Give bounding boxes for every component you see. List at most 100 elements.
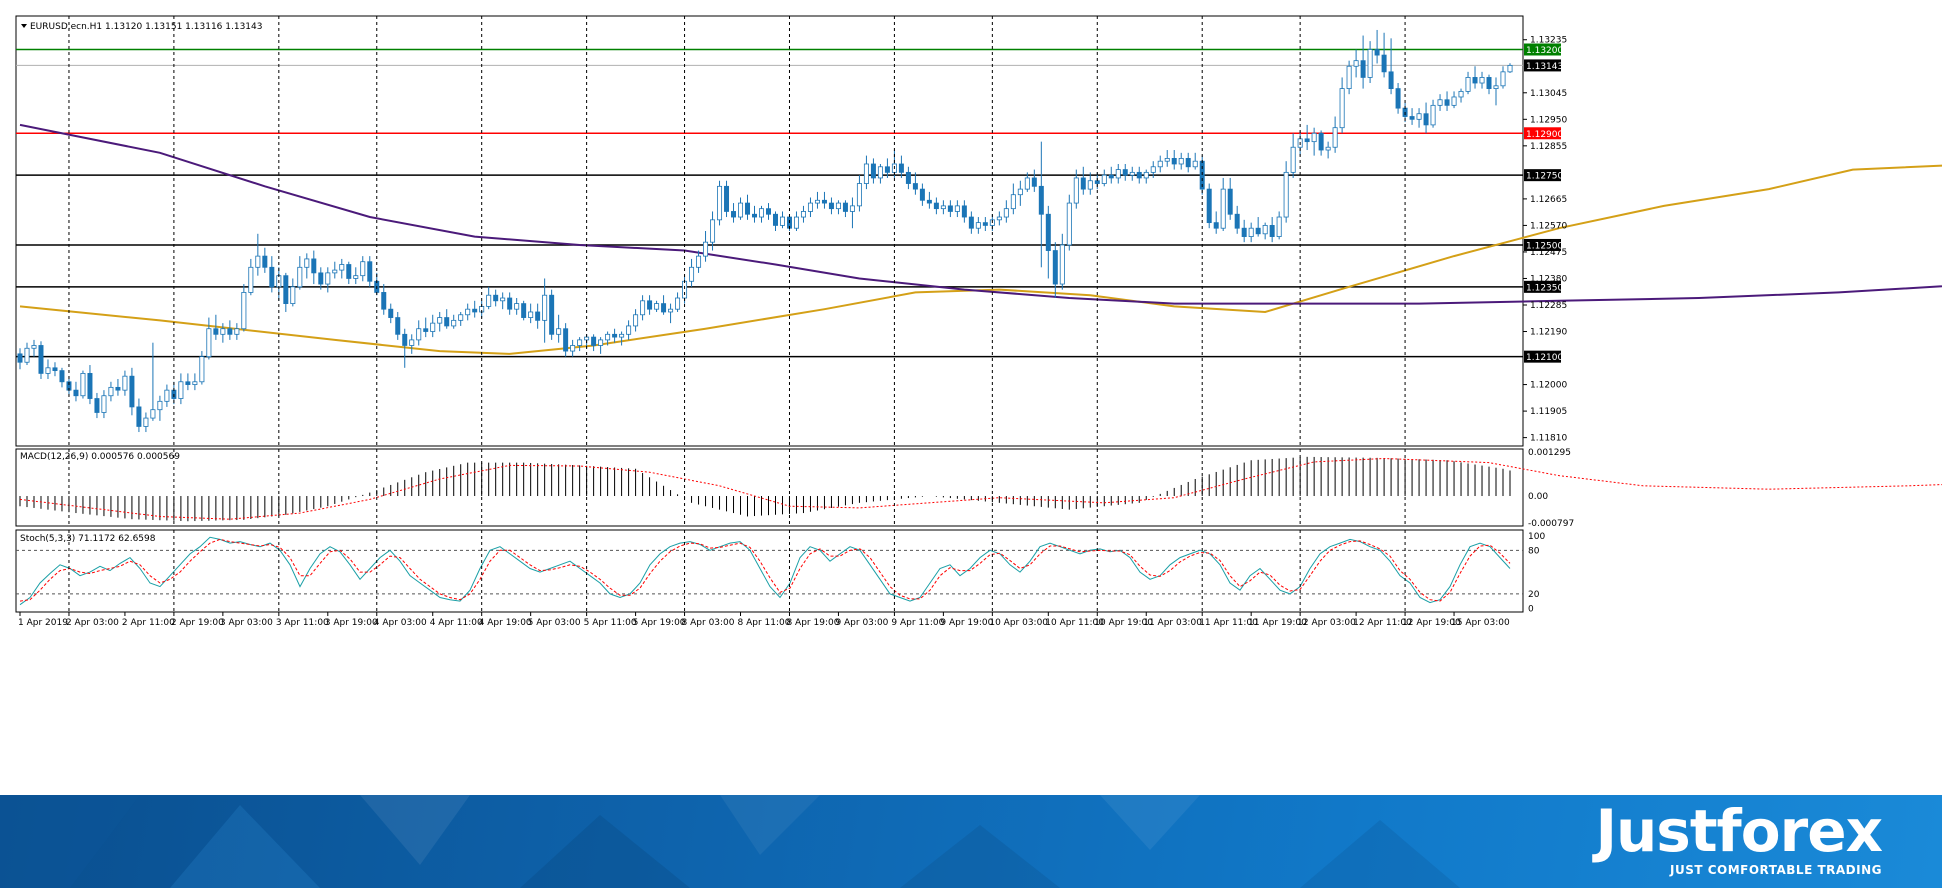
candle-body <box>1234 213 1240 229</box>
candle-body <box>318 272 324 285</box>
candle-body <box>933 202 939 210</box>
chart-background <box>0 0 1942 795</box>
candle-body <box>122 375 128 391</box>
time-axis-label: 8 Apr 03:00 <box>682 618 735 628</box>
brand-tagline: JUST COMFORTABLE TRADING <box>1669 863 1882 877</box>
time-axis-label: 4 Apr 11:00 <box>430 618 483 628</box>
candle-body <box>591 336 597 346</box>
price-level-label: 1.12100 <box>1526 353 1563 363</box>
candle-body <box>423 328 429 332</box>
price-level-label: 1.12350 <box>1526 283 1563 293</box>
candle-body <box>1262 225 1268 235</box>
candle-body <box>1318 132 1324 151</box>
stochastic-axis-label: 100 <box>1528 532 1545 542</box>
candle-body <box>1325 146 1331 151</box>
candle-body <box>1430 104 1436 126</box>
price-axis-label: 1.12665 <box>1530 195 1567 205</box>
candle-body <box>521 303 527 318</box>
candle-body <box>430 322 436 332</box>
candle-body <box>563 328 569 352</box>
moving-average-line <box>19 123 1942 305</box>
candle-body <box>325 272 331 285</box>
time-axis-label: 9 Apr 03:00 <box>835 618 888 628</box>
candle-body <box>507 297 513 310</box>
candle-body <box>1136 171 1142 179</box>
candle-body <box>17 353 23 363</box>
candle-body <box>675 297 681 310</box>
candle-body <box>612 333 618 338</box>
candle-body <box>388 308 394 318</box>
candle-body <box>1374 49 1380 56</box>
candle-body <box>619 333 625 338</box>
candle-body <box>129 375 135 408</box>
candle-body <box>633 314 639 327</box>
candle-body <box>1332 127 1338 148</box>
price-axis-label: 1.12950 <box>1530 115 1567 125</box>
macd-signal-line <box>19 457 1942 520</box>
candle-body <box>1038 185 1044 215</box>
candle-body <box>164 389 170 402</box>
candle-body <box>1444 99 1450 106</box>
candle-body <box>668 308 674 313</box>
candle-body <box>1101 174 1107 184</box>
time-axis-label: 2 Apr 11:00 <box>122 618 175 628</box>
candle-body <box>975 222 981 229</box>
candle-body <box>807 202 813 212</box>
stochastic-line <box>19 536 1511 606</box>
candle-body <box>584 336 590 341</box>
candle-body <box>94 398 100 413</box>
candle-body <box>1360 60 1366 78</box>
candle-body <box>52 367 58 372</box>
candle-body <box>500 297 506 302</box>
candle-body <box>1185 158 1191 168</box>
candle-body <box>241 292 247 330</box>
candle-body <box>409 339 415 346</box>
candle-body <box>549 294 555 335</box>
candle-body <box>472 308 478 313</box>
candle-body <box>1486 77 1492 89</box>
candle-body <box>353 275 359 279</box>
candle-body <box>269 266 275 288</box>
candle-body <box>87 373 93 399</box>
candle-body <box>605 333 611 341</box>
candle-body <box>717 185 723 221</box>
brand-logo: Justforex <box>1595 797 1883 865</box>
candle-body <box>1164 158 1170 162</box>
candle-body <box>1479 77 1485 84</box>
candle-body <box>1493 85 1499 89</box>
price-axis-label: 1.13045 <box>1530 89 1567 99</box>
candle-body <box>1122 169 1128 176</box>
candle-body <box>227 328 233 335</box>
macd-axis-label: -0.000797 <box>1528 519 1574 529</box>
candle-body <box>779 216 785 226</box>
candle-body <box>73 389 79 397</box>
candle-body <box>1213 222 1219 229</box>
candle-body <box>982 222 988 226</box>
price-level-label: 1.13200 <box>1526 46 1563 56</box>
candle-body <box>738 202 744 218</box>
candle-body <box>1171 158 1177 165</box>
candle-body <box>1290 146 1296 173</box>
candle-body <box>919 188 925 201</box>
candle-body <box>1003 208 1009 218</box>
candle-body <box>1052 250 1058 285</box>
price-axis-label: 1.12285 <box>1530 301 1567 311</box>
time-axis-label: 5 Apr 11:00 <box>584 618 637 628</box>
candle-body <box>192 381 198 385</box>
macd-panel: 0.001295 0.00 -0.000797 MACD(12,26,9) 0.000… <box>15 448 1942 529</box>
candle-body <box>640 300 646 316</box>
candle-body <box>1255 227 1261 235</box>
candle-body <box>814 199 820 204</box>
candle-body <box>101 395 107 413</box>
candle-body <box>1192 160 1198 168</box>
candle-body <box>1381 54 1387 73</box>
candle-body <box>835 202 841 210</box>
candle-body <box>898 163 904 173</box>
candle-body <box>577 339 583 346</box>
time-axis-label: 11 Apr 11:00 <box>1199 618 1258 628</box>
time-axis-label: 11 Apr 19:00 <box>1248 618 1307 628</box>
candle-body <box>1416 113 1422 120</box>
time-axis-label: 5 Apr 03:00 <box>528 618 581 628</box>
price-panel-frame <box>15 15 1524 447</box>
time-axis-label: 15 Apr 03:00 <box>1451 618 1510 628</box>
